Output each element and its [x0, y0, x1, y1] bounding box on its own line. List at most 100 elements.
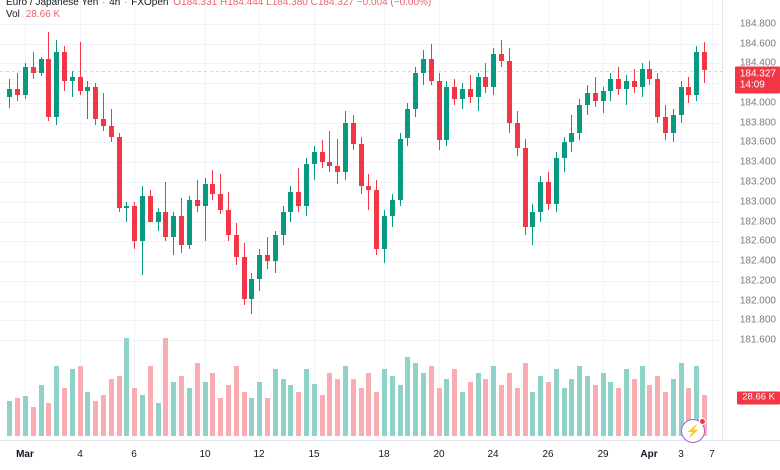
- volume-bar: [390, 376, 395, 436]
- gridline-vertical: [25, 0, 26, 440]
- candle-body: [288, 191, 293, 212]
- candle-body: [702, 51, 707, 71]
- volume-bar: [124, 338, 129, 436]
- candle-body: [249, 278, 254, 299]
- volume-bar: [117, 376, 122, 436]
- candle-body: [382, 215, 387, 250]
- volume-bar: [312, 384, 317, 436]
- volume-bar: [39, 385, 44, 436]
- candle-wick: [337, 138, 338, 184]
- candle-body: [523, 148, 528, 228]
- volume-bar: [569, 379, 574, 436]
- candle-body: [483, 77, 488, 88]
- volume-bar: [655, 376, 660, 436]
- gridline-vertical: [681, 0, 682, 440]
- volume-bar: [15, 398, 20, 436]
- volume-bar: [483, 379, 488, 436]
- candle-body: [499, 53, 504, 62]
- candle-body: [226, 209, 231, 236]
- candle-body: [265, 255, 270, 262]
- volume-bar: [593, 385, 598, 436]
- volume-bar: [288, 385, 293, 436]
- gridline-vertical: [493, 0, 494, 440]
- volume-bar: [577, 366, 582, 436]
- gridline-horizontal: [0, 222, 722, 223]
- candle-body: [23, 67, 28, 96]
- gridline-horizontal: [0, 301, 722, 302]
- time-scale[interactable]: Mar 4 6 10 12 15 18 20 24 26 29 Apr 3 7: [0, 440, 780, 470]
- gridline-horizontal: [0, 340, 722, 341]
- candle-body: [437, 81, 442, 141]
- candle-body: [468, 89, 473, 97]
- volume-bar: [132, 388, 137, 436]
- candle-body: [210, 183, 215, 194]
- candlestick-series: [7, 31, 707, 315]
- candle-body: [351, 122, 356, 145]
- volume-bar: [694, 366, 699, 436]
- volume-bar: [405, 357, 410, 436]
- price-axis-tick: 183.800: [739, 117, 776, 129]
- volume-bar: [226, 385, 231, 436]
- time-axis-tick: 26: [542, 449, 554, 460]
- time-axis-tick: 24: [487, 449, 499, 460]
- volume-bar: [702, 395, 707, 436]
- volume-bar: [148, 366, 153, 436]
- price-scale[interactable]: 184.800184.600184.400184.200184.000183.8…: [722, 0, 780, 440]
- candle-body: [218, 193, 223, 210]
- volume-bar: [366, 373, 371, 436]
- time-axis-tick: 7: [709, 449, 715, 460]
- candle-body: [663, 116, 668, 133]
- candle-body: [327, 162, 332, 167]
- candle-wick: [72, 71, 73, 97]
- candle-body: [179, 215, 184, 246]
- volume-bar: [62, 388, 67, 436]
- lightning-icon[interactable]: ⚡: [681, 418, 706, 443]
- last-price-line: [0, 71, 722, 72]
- volume-bar: [85, 392, 90, 436]
- volume-bar: [70, 369, 75, 436]
- candle-body: [554, 158, 559, 204]
- candle-wick: [368, 174, 369, 210]
- volume-bar: [499, 385, 504, 436]
- gridline-horizontal: [0, 241, 722, 242]
- candle-body: [562, 142, 567, 159]
- candle-body: [15, 89, 20, 95]
- time-axis-tick: Apr: [640, 449, 658, 460]
- price-axis-tick: 183.200: [739, 176, 776, 188]
- candle-body: [546, 181, 551, 204]
- volume-bar: [187, 388, 192, 436]
- candle-body: [374, 189, 379, 250]
- candle-wick: [197, 180, 198, 212]
- candle-body: [132, 205, 137, 242]
- volume-bar: [398, 385, 403, 436]
- candle-body: [515, 122, 520, 149]
- candle-wick: [267, 237, 268, 269]
- volume-bar: [234, 366, 239, 436]
- candle-body: [93, 87, 98, 119]
- price-axis-tick: 182.600: [739, 235, 776, 247]
- volume-bar: [546, 382, 551, 436]
- volume-bar: [530, 392, 535, 436]
- volume-bar: [686, 388, 691, 436]
- candle-wick: [626, 75, 627, 105]
- candle-wick: [205, 178, 206, 242]
- volume-badge[interactable]: 28.66 K: [737, 391, 780, 405]
- candle-body: [124, 205, 129, 208]
- candle-body: [507, 61, 512, 123]
- time-axis-tick: 18: [378, 449, 390, 460]
- volume-bar: [624, 369, 629, 436]
- volume-bar: [382, 369, 387, 436]
- volume-bar: [647, 385, 652, 436]
- candle-body: [156, 211, 161, 222]
- volume-bar: [562, 388, 567, 436]
- volume-bar: [54, 366, 59, 436]
- candle-body: [140, 195, 145, 242]
- candle-body: [62, 51, 67, 82]
- time-axis-tick: 6: [131, 449, 137, 460]
- volume-bar: [343, 366, 348, 436]
- last-price-badge[interactable]: 184.327 14:09: [734, 66, 780, 94]
- volume-bar: [452, 369, 457, 436]
- candle-body: [148, 195, 153, 222]
- chart-plot-area[interactable]: [0, 0, 722, 440]
